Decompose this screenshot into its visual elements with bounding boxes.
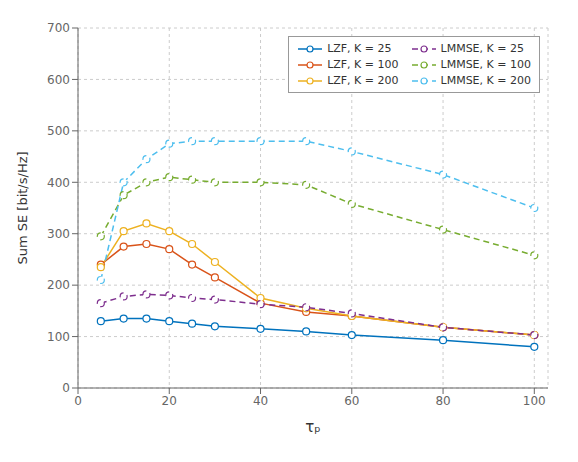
html-text:LZF, K = 100: LZF, K = 100 xyxy=(327,58,399,71)
svg-text:100: 100 xyxy=(523,394,546,408)
html-text:LMMSE, K = 25: LMMSE, K = 25 xyxy=(440,42,524,55)
svg-text:300: 300 xyxy=(47,227,70,241)
svg-text:60: 60 xyxy=(344,394,359,408)
html-text:LZF, K = 25: LZF, K = 25 xyxy=(327,42,392,55)
svg-text:0: 0 xyxy=(62,381,70,395)
svg-text:200: 200 xyxy=(47,278,70,292)
svg-text:Sum SE [bit/s/Hz]: Sum SE [bit/s/Hz] xyxy=(15,151,30,264)
svg-text:80: 80 xyxy=(435,394,450,408)
svg-text:τₚ: τₚ xyxy=(305,418,320,436)
svg-text:500: 500 xyxy=(47,124,70,138)
svg-text:0: 0 xyxy=(74,394,82,408)
svg-text:700: 700 xyxy=(47,21,70,35)
svg-text:100: 100 xyxy=(47,330,70,344)
svg-text:400: 400 xyxy=(47,176,70,190)
html-text:LMMSE, K = 200: LMMSE, K = 200 xyxy=(440,74,531,87)
svg-text:20: 20 xyxy=(162,394,177,408)
html-text:LMMSE, K = 100: LMMSE, K = 100 xyxy=(440,58,531,71)
html-text:LZF, K = 200: LZF, K = 200 xyxy=(327,74,399,87)
svg-text:40: 40 xyxy=(253,394,268,408)
svg-text:600: 600 xyxy=(47,73,70,87)
